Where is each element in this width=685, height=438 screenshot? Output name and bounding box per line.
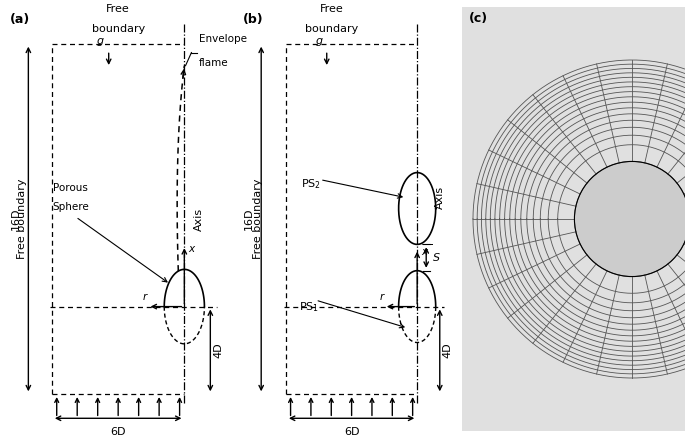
Text: (a): (a) bbox=[10, 13, 29, 26]
Text: flame: flame bbox=[199, 58, 228, 68]
Text: 6D: 6D bbox=[344, 427, 360, 437]
Text: 16D: 16D bbox=[10, 208, 21, 230]
Text: (c): (c) bbox=[469, 12, 488, 25]
Text: Free boundary: Free boundary bbox=[17, 179, 27, 259]
Text: PS$_1$: PS$_1$ bbox=[299, 300, 319, 314]
Text: (b): (b) bbox=[243, 13, 264, 26]
Text: Sphere: Sphere bbox=[53, 202, 89, 212]
Text: Axis: Axis bbox=[435, 186, 445, 208]
Text: r: r bbox=[379, 292, 384, 302]
Text: Axis: Axis bbox=[194, 208, 203, 230]
Text: Free: Free bbox=[106, 4, 130, 14]
Text: x: x bbox=[188, 244, 195, 254]
Text: boundary: boundary bbox=[305, 24, 358, 34]
Text: g: g bbox=[97, 36, 104, 46]
Text: 4D: 4D bbox=[214, 343, 223, 358]
Text: S: S bbox=[433, 253, 440, 262]
Text: Porous: Porous bbox=[53, 183, 88, 193]
Text: 4D: 4D bbox=[443, 343, 453, 358]
Circle shape bbox=[575, 162, 685, 276]
Text: PS$_2$: PS$_2$ bbox=[301, 177, 321, 191]
Text: boundary: boundary bbox=[92, 24, 145, 34]
Text: x: x bbox=[421, 247, 427, 258]
Text: Envelope: Envelope bbox=[199, 34, 247, 44]
Text: 6D: 6D bbox=[110, 427, 126, 437]
Text: g: g bbox=[315, 36, 323, 46]
Text: r: r bbox=[143, 292, 147, 302]
Text: 16D: 16D bbox=[244, 208, 253, 230]
Text: Free boundary: Free boundary bbox=[253, 179, 263, 259]
Text: Free: Free bbox=[319, 4, 343, 14]
